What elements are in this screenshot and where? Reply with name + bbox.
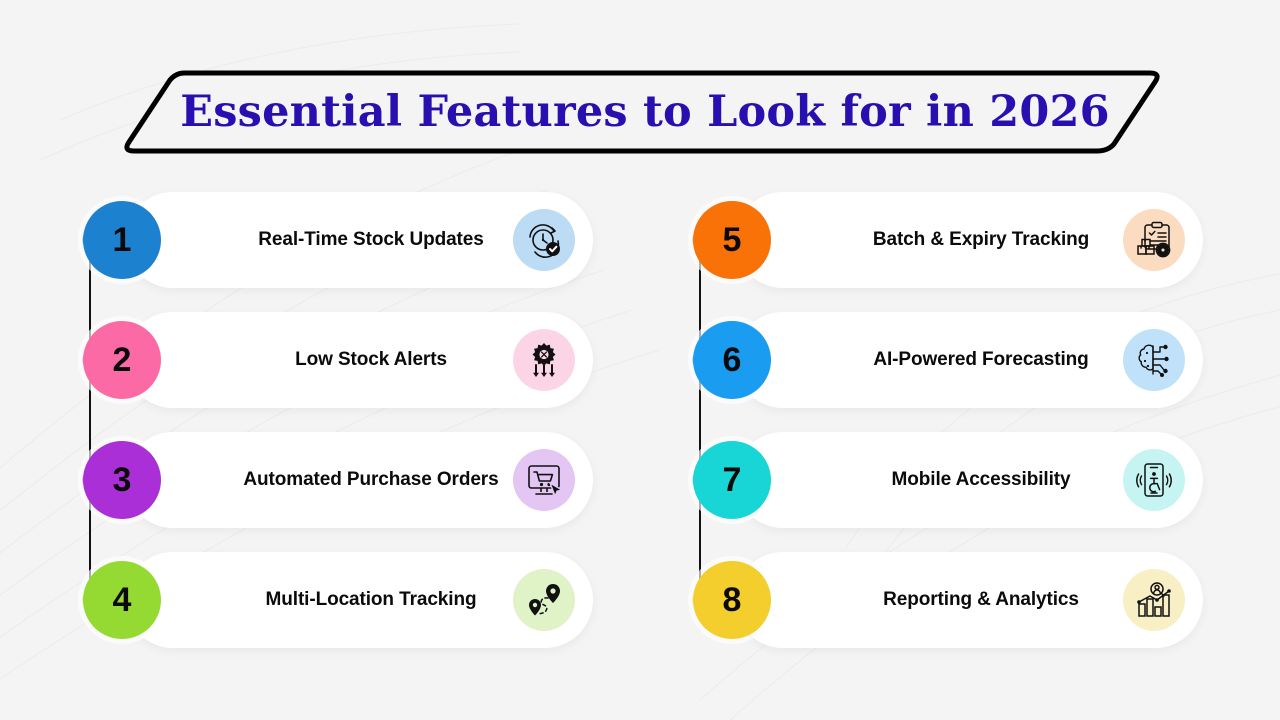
feature-number-2: 2 (112, 340, 132, 379)
bar-chart-analytics-icon (1123, 569, 1185, 631)
feature-card-4[interactable]: 4 Multi-Location Tracking (83, 552, 593, 648)
feature-title-8: Reporting & Analytics (883, 589, 1079, 611)
feature-number-badge-8: 8 (693, 561, 771, 639)
clock-refresh-check-icon (513, 209, 575, 271)
gear-down-arrows-icon (513, 329, 575, 391)
feature-number-badge-1: 1 (83, 201, 161, 279)
feature-number-badge-7: 7 (693, 441, 771, 519)
mobile-accessibility-icon (1123, 449, 1185, 511)
feature-title-2: Low Stock Alerts (295, 349, 447, 371)
feature-number-badge-4: 4 (83, 561, 161, 639)
feature-number-3: 3 (112, 460, 132, 499)
feature-number-badge-2: 2 (83, 321, 161, 399)
feature-card-8[interactable]: 8 Reporting & Analytics (693, 552, 1203, 648)
left-column: 1 Real-Time Stock Updates 2 (75, 185, 595, 665)
page-title: Essential Features to Look for in 2026 (180, 87, 1110, 137)
feature-number-badge-3: 3 (83, 441, 161, 519)
feature-title-5: Batch & Expiry Tracking (872, 229, 1090, 251)
feature-card-2[interactable]: 2 Low Stock Alerts (83, 312, 593, 408)
right-column: 5 Batch & Expiry Tracking (685, 185, 1205, 665)
feature-title-6: AI-Powered Forecasting (873, 349, 1089, 371)
clipboard-boxes-gear-icon (1123, 209, 1185, 271)
feature-card-7[interactable]: 7 Mobile Accessibility (693, 432, 1203, 528)
map-pins-route-icon (513, 569, 575, 631)
feature-title-3: Automated Purchase Orders (243, 469, 499, 491)
monitor-cart-cursor-icon (513, 449, 575, 511)
feature-number-badge-5: 5 (693, 201, 771, 279)
feature-card-6[interactable]: 6 AI-Powered Forecasting (693, 312, 1203, 408)
feature-card-5[interactable]: 5 Batch & Expiry Tracking (693, 192, 1203, 288)
timeline-line-right (699, 240, 701, 600)
feature-number-5: 5 (722, 220, 742, 259)
timeline-line-left (89, 240, 91, 600)
feature-number-6: 6 (722, 340, 742, 379)
feature-card-1[interactable]: 1 Real-Time Stock Updates (83, 192, 593, 288)
feature-number-badge-6: 6 (693, 321, 771, 399)
title-banner: Essential Features to Look for in 2026 (118, 68, 1166, 156)
feature-title-7: Mobile Accessibility (891, 469, 1071, 491)
feature-number-8: 8 (722, 580, 742, 619)
brain-circuit-icon (1123, 329, 1185, 391)
feature-title-4: Multi-Location Tracking (265, 589, 477, 611)
feature-title-1: Real-Time Stock Updates (258, 229, 484, 251)
feature-number-7: 7 (722, 460, 742, 499)
feature-number-1: 1 (112, 220, 132, 259)
title-banner-shape (124, 70, 1160, 154)
feature-card-3[interactable]: 3 Automated Purchase Orders (83, 432, 593, 528)
feature-number-4: 4 (112, 580, 132, 619)
